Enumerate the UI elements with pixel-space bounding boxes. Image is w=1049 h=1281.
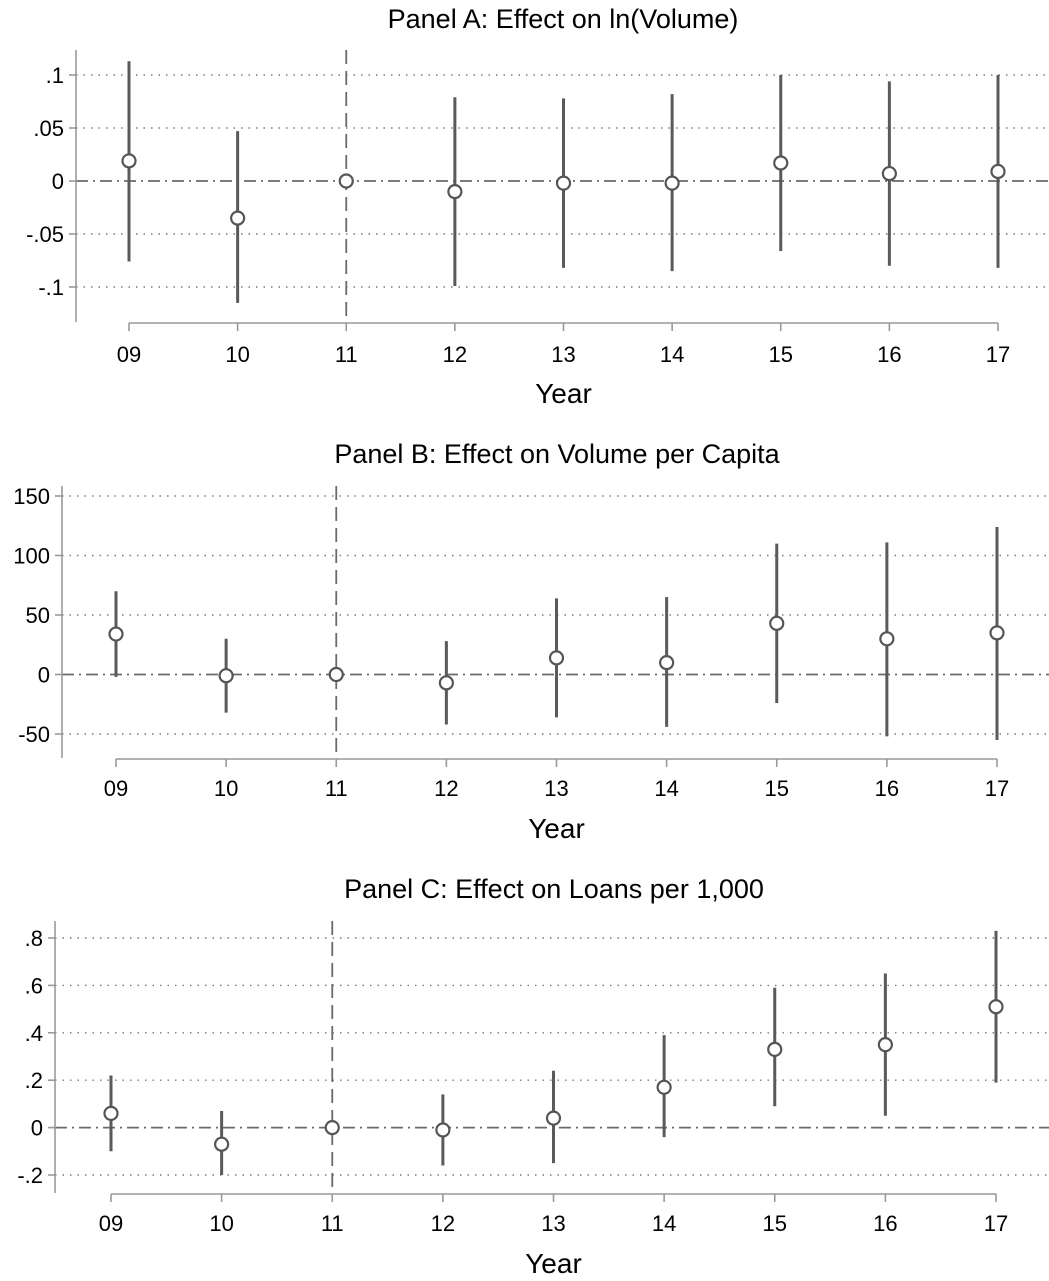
panel-b-title: Panel B: Effect on Volume per Capita <box>334 439 780 469</box>
panel-b-point-estimate <box>438 675 454 691</box>
panel-a-point-estimate <box>230 210 246 226</box>
panel-b-point-estimate <box>769 615 785 631</box>
panel-c-xtick-label: 09 <box>99 1211 123 1236</box>
panel-c-xtick-label: 15 <box>763 1211 787 1236</box>
panel-b-point-estimate <box>328 666 344 683</box>
panel-c-ytick-label: .8 <box>25 926 43 951</box>
panel-c-ytick-label: -.2 <box>17 1163 43 1188</box>
panel-b-xtick-label: 10 <box>214 776 238 801</box>
panel-a-point-estimate <box>881 165 897 182</box>
panel-a-ytick-label: .1 <box>46 63 64 88</box>
panel-c-point-estimate <box>988 999 1004 1015</box>
panel-c-point-estimate <box>435 1122 451 1138</box>
panel-b-ytick-label: 0 <box>38 663 50 688</box>
panel-a-ytick-label: 0 <box>52 169 64 194</box>
panel-a-ytick-label: -.05 <box>26 222 64 247</box>
panel-b-xtick-label: 14 <box>654 776 678 801</box>
panel-b-x-axis-label: Year <box>528 813 585 844</box>
panel-b-xtick-label: 12 <box>434 776 458 801</box>
panel-a-chart: Panel A: Effect on ln(Volume) .1 .05 0 -.05 -… <box>26 4 1049 409</box>
panel-c-title: Panel C: Effect on Loans per 1,000 <box>344 874 764 904</box>
panel-c-point-estimate <box>214 1136 230 1152</box>
panel-b-point-estimate <box>548 650 565 666</box>
panel-b-ytick-label: 150 <box>13 484 50 509</box>
panel-a-point-estimate <box>773 155 789 171</box>
panel-a-point-estimate <box>990 163 1006 180</box>
panel-b-xtick-label: 16 <box>875 776 899 801</box>
panel-c-xtick-label: 10 <box>209 1211 233 1236</box>
panel-a-point-estimate <box>664 175 680 191</box>
panel-c-xtick-label: 11 <box>321 1211 344 1236</box>
panel-b-point-estimate <box>218 668 234 684</box>
panel-a-xtick-label: 09 <box>117 342 141 367</box>
panel-a: Panel A: Effect on ln(Volume) .1 .05 0 -.05 -… <box>0 0 1049 420</box>
panel-c-ytick-label: .6 <box>25 973 43 998</box>
panel-c-ytick-label: .2 <box>25 1068 43 1093</box>
panel-b-point-estimate <box>108 626 124 642</box>
panel-c-point-estimate <box>767 1041 783 1057</box>
panel-b-chart: Panel B: Effect on Volume per Capita1501… <box>13 439 1049 844</box>
panel-a-xtick-label: 17 <box>986 342 1010 367</box>
panel-b-xtick-label: 11 <box>325 776 348 801</box>
panel-c-point-estimate <box>324 1119 340 1136</box>
panel-a-xtick-label: 15 <box>769 342 793 367</box>
panel-a-x-axis-label: Year <box>535 378 592 409</box>
panel-a-xtick-label: 12 <box>443 342 467 367</box>
panel-a-xtick-label: 16 <box>877 342 901 367</box>
panel-b: Panel B: Effect on Volume per Capita 150 1… <box>13 439 1049 844</box>
panel-c-xtick-label: 17 <box>984 1211 1008 1236</box>
panel-a-xtick-label: 14 <box>660 342 684 367</box>
panel-b-point-estimate <box>659 654 675 671</box>
panel-a-ytick-label: -.1 <box>38 275 64 300</box>
panel-b-ytick-label: -50 <box>18 722 50 747</box>
panel-c-xtick-label: 14 <box>652 1211 676 1236</box>
panel-a-xtick-label: 13 <box>551 342 575 367</box>
panel-b-xtick-label: 13 <box>544 776 568 801</box>
panel-b-xtick-label: 17 <box>985 776 1009 801</box>
panel-a-point-estimate <box>338 173 354 189</box>
panel-c-xtick-label: 12 <box>431 1211 455 1236</box>
panel-a-title: Panel A: Effect on ln(Volume) <box>388 4 739 34</box>
panel-c-point-estimate <box>877 1037 893 1053</box>
panel-c-ytick-label: 0 <box>31 1116 43 1141</box>
panel-c-xtick-label: 16 <box>873 1211 897 1236</box>
panel-a-xtick-label: 11 <box>335 342 358 367</box>
panel-c-point-estimate <box>656 1079 672 1095</box>
panel-a-point-estimate <box>555 175 572 191</box>
panel-a-point-estimate <box>447 184 463 200</box>
panel-b-ytick-label: 50 <box>26 603 50 628</box>
panel-b-point-estimate <box>879 631 895 647</box>
panel-b-ytick-label: 100 <box>13 544 50 569</box>
panel-b-xtick-label: 15 <box>765 776 789 801</box>
panel-a-point-estimate <box>121 153 137 169</box>
panel-b-point-estimate <box>989 625 1005 641</box>
panel-b-xtick-label: 09 <box>104 776 128 801</box>
panel-c-ytick-label: .4 <box>25 1021 43 1046</box>
panel-c-point-estimate <box>545 1110 562 1126</box>
panel-a-xtick-label: 10 <box>225 342 249 367</box>
panel-c-point-estimate <box>103 1105 119 1121</box>
panel-a-ytick-label: .05 <box>33 116 64 141</box>
panel-c-x-axis-label: Year <box>525 1248 582 1279</box>
panel-c-xtick-label: 13 <box>541 1211 565 1236</box>
